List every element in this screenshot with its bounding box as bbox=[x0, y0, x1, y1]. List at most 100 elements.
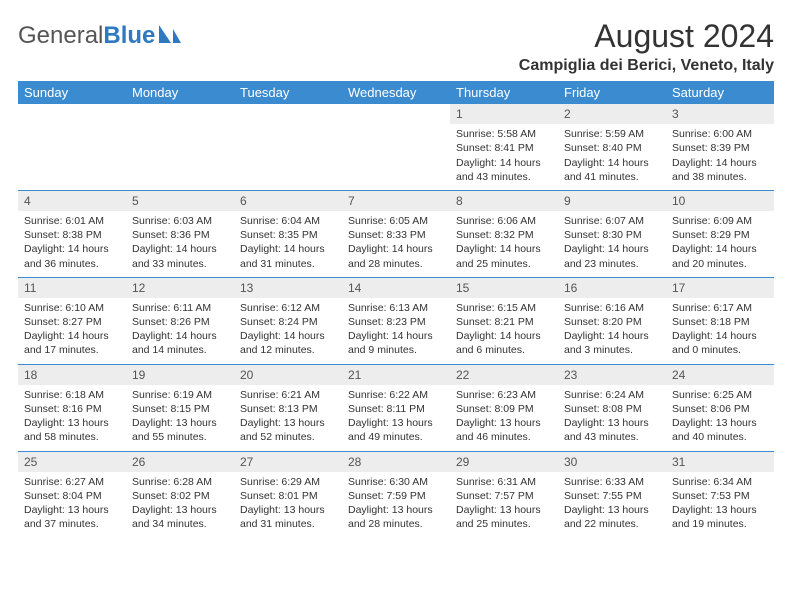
sunrise: Sunrise: 6:06 AM bbox=[456, 214, 552, 228]
sunrise: Sunrise: 6:21 AM bbox=[240, 388, 336, 402]
sunrise: Sunrise: 5:59 AM bbox=[564, 127, 660, 141]
day-details: Sunrise: 6:00 AMSunset: 8:39 PMDaylight:… bbox=[666, 124, 774, 190]
weekday-header: Friday bbox=[558, 81, 666, 104]
day-number: 21 bbox=[342, 364, 450, 385]
sunset: Sunset: 8:35 PM bbox=[240, 228, 336, 242]
day-details: Sunrise: 6:09 AMSunset: 8:29 PMDaylight:… bbox=[666, 211, 774, 277]
sunset: Sunset: 8:13 PM bbox=[240, 402, 336, 416]
sunrise: Sunrise: 6:18 AM bbox=[24, 388, 120, 402]
day-number: 5 bbox=[126, 190, 234, 211]
sunset: Sunset: 8:24 PM bbox=[240, 315, 336, 329]
daylight-line1: Daylight: 13 hours bbox=[24, 416, 120, 430]
sunset: Sunset: 8:11 PM bbox=[348, 402, 444, 416]
daylight-line2: and 9 minutes. bbox=[348, 343, 444, 357]
daylight-line2: and 43 minutes. bbox=[564, 430, 660, 444]
daylight-line2: and 34 minutes. bbox=[132, 517, 228, 531]
daylight-line2: and 19 minutes. bbox=[672, 517, 768, 531]
daylight-line1: Daylight: 13 hours bbox=[348, 503, 444, 517]
day-number: 7 bbox=[342, 190, 450, 211]
day-details: Sunrise: 6:30 AMSunset: 7:59 PMDaylight:… bbox=[342, 472, 450, 538]
sunrise: Sunrise: 5:58 AM bbox=[456, 127, 552, 141]
day-number bbox=[234, 104, 342, 124]
sunset: Sunset: 8:36 PM bbox=[132, 228, 228, 242]
sunrise: Sunrise: 6:07 AM bbox=[564, 214, 660, 228]
sunrise: Sunrise: 6:16 AM bbox=[564, 301, 660, 315]
daylight-line2: and 55 minutes. bbox=[132, 430, 228, 444]
sunset: Sunset: 8:02 PM bbox=[132, 489, 228, 503]
sunset: Sunset: 8:29 PM bbox=[672, 228, 768, 242]
daylight-line1: Daylight: 13 hours bbox=[564, 416, 660, 430]
day-number: 22 bbox=[450, 364, 558, 385]
day-details: Sunrise: 6:24 AMSunset: 8:08 PMDaylight:… bbox=[558, 385, 666, 451]
sunrise: Sunrise: 6:04 AM bbox=[240, 214, 336, 228]
daylight-line2: and 25 minutes. bbox=[456, 257, 552, 271]
day-number: 28 bbox=[342, 451, 450, 472]
daylight-line2: and 3 minutes. bbox=[564, 343, 660, 357]
daylight-line1: Daylight: 14 hours bbox=[564, 156, 660, 170]
sunrise: Sunrise: 6:24 AM bbox=[564, 388, 660, 402]
day-number: 12 bbox=[126, 277, 234, 298]
day-details: Sunrise: 6:33 AMSunset: 7:55 PMDaylight:… bbox=[558, 472, 666, 538]
sunrise: Sunrise: 6:28 AM bbox=[132, 475, 228, 489]
day-details: Sunrise: 6:23 AMSunset: 8:09 PMDaylight:… bbox=[450, 385, 558, 451]
daylight-line1: Daylight: 14 hours bbox=[348, 242, 444, 256]
daylight-line2: and 37 minutes. bbox=[24, 517, 120, 531]
day-details: Sunrise: 5:58 AMSunset: 8:41 PMDaylight:… bbox=[450, 124, 558, 190]
sunrise: Sunrise: 6:25 AM bbox=[672, 388, 768, 402]
weekday-header: Thursday bbox=[450, 81, 558, 104]
daylight-line2: and 46 minutes. bbox=[456, 430, 552, 444]
daylight-line2: and 23 minutes. bbox=[564, 257, 660, 271]
daylight-line1: Daylight: 14 hours bbox=[240, 329, 336, 343]
sunset: Sunset: 8:23 PM bbox=[348, 315, 444, 329]
day-number: 25 bbox=[18, 451, 126, 472]
sunrise: Sunrise: 6:19 AM bbox=[132, 388, 228, 402]
day-number bbox=[126, 104, 234, 124]
sunrise: Sunrise: 6:34 AM bbox=[672, 475, 768, 489]
day-details: Sunrise: 6:16 AMSunset: 8:20 PMDaylight:… bbox=[558, 298, 666, 364]
sunrise: Sunrise: 6:22 AM bbox=[348, 388, 444, 402]
day-details: Sunrise: 6:22 AMSunset: 8:11 PMDaylight:… bbox=[342, 385, 450, 451]
day-details: Sunrise: 6:07 AMSunset: 8:30 PMDaylight:… bbox=[558, 211, 666, 277]
daylight-line1: Daylight: 14 hours bbox=[672, 242, 768, 256]
daylight-line1: Daylight: 13 hours bbox=[240, 416, 336, 430]
sunrise: Sunrise: 6:30 AM bbox=[348, 475, 444, 489]
day-number: 24 bbox=[666, 364, 774, 385]
day-number: 31 bbox=[666, 451, 774, 472]
day-details: Sunrise: 6:19 AMSunset: 8:15 PMDaylight:… bbox=[126, 385, 234, 451]
sunrise: Sunrise: 6:10 AM bbox=[24, 301, 120, 315]
sunrise: Sunrise: 6:12 AM bbox=[240, 301, 336, 315]
daylight-line1: Daylight: 14 hours bbox=[348, 329, 444, 343]
daylight-line2: and 52 minutes. bbox=[240, 430, 336, 444]
day-number: 9 bbox=[558, 190, 666, 211]
day-number: 13 bbox=[234, 277, 342, 298]
daylight-line1: Daylight: 14 hours bbox=[456, 156, 552, 170]
day-details-row: Sunrise: 6:10 AMSunset: 8:27 PMDaylight:… bbox=[18, 298, 774, 364]
daylight-line2: and 22 minutes. bbox=[564, 517, 660, 531]
sunset: Sunset: 8:40 PM bbox=[564, 141, 660, 155]
day-number: 23 bbox=[558, 364, 666, 385]
daylight-line2: and 28 minutes. bbox=[348, 517, 444, 531]
daylight-line1: Daylight: 13 hours bbox=[132, 503, 228, 517]
sunrise: Sunrise: 6:05 AM bbox=[348, 214, 444, 228]
logo-text: GeneralBlue bbox=[18, 22, 155, 50]
day-number: 20 bbox=[234, 364, 342, 385]
sunset: Sunset: 8:21 PM bbox=[456, 315, 552, 329]
day-number: 2 bbox=[558, 104, 666, 124]
daylight-line1: Daylight: 13 hours bbox=[456, 416, 552, 430]
day-number: 29 bbox=[450, 451, 558, 472]
daylight-line2: and 6 minutes. bbox=[456, 343, 552, 357]
daylight-line1: Daylight: 14 hours bbox=[672, 329, 768, 343]
day-details: Sunrise: 6:13 AMSunset: 8:23 PMDaylight:… bbox=[342, 298, 450, 364]
sunset: Sunset: 8:30 PM bbox=[564, 228, 660, 242]
sunrise: Sunrise: 6:23 AM bbox=[456, 388, 552, 402]
day-number: 18 bbox=[18, 364, 126, 385]
sunrise: Sunrise: 6:09 AM bbox=[672, 214, 768, 228]
day-number: 17 bbox=[666, 277, 774, 298]
sunset: Sunset: 8:08 PM bbox=[564, 402, 660, 416]
weekday-header: Sunday bbox=[18, 81, 126, 104]
sunrise: Sunrise: 6:33 AM bbox=[564, 475, 660, 489]
weekday-header-row: Sunday Monday Tuesday Wednesday Thursday… bbox=[18, 81, 774, 104]
sunrise: Sunrise: 6:27 AM bbox=[24, 475, 120, 489]
day-details: Sunrise: 6:17 AMSunset: 8:18 PMDaylight:… bbox=[666, 298, 774, 364]
daylight-line2: and 36 minutes. bbox=[24, 257, 120, 271]
